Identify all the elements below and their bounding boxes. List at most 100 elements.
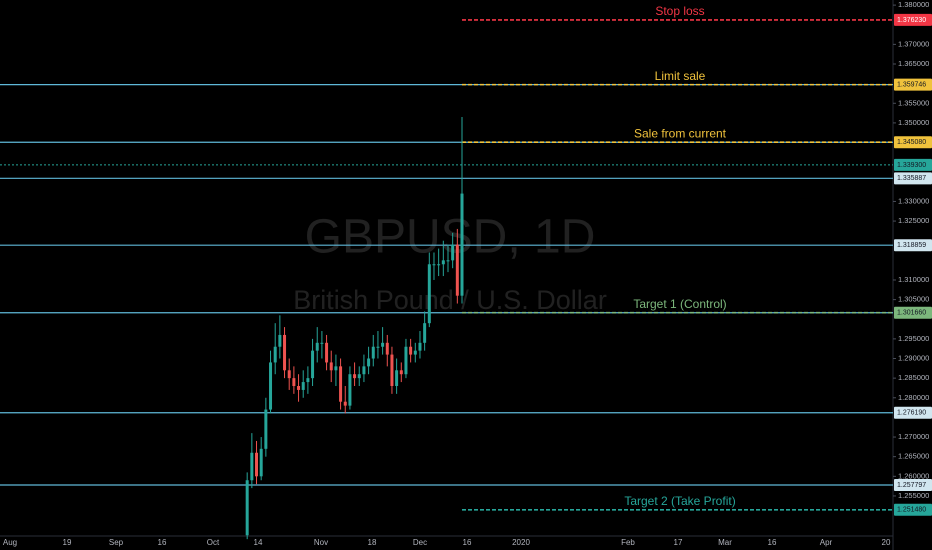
candle-body [297,385,301,390]
price-box [894,478,932,491]
candle-body [409,346,413,355]
candle-body [390,354,394,386]
candle-body [357,374,361,379]
candle-body [427,264,431,324]
watermark-subtitle: British Pound / U.S. Dollar [293,285,607,315]
candle-body [455,244,459,296]
level-label: Sale from current [634,126,727,140]
candle-body [269,362,273,410]
y-tick-label: 1.365000 [898,59,929,68]
x-tick-label: Sep [109,538,124,547]
candle-body [334,366,338,371]
y-tick-label: 1.255000 [898,491,929,500]
levels: Stop loss 1.376230 Limit sale 1.359746 Sale … [0,4,932,516]
candle-body [348,374,352,406]
candle-body [320,342,324,344]
candle-body [446,260,450,262]
candle-body [287,370,291,379]
candle-body [395,370,399,386]
candles [245,117,464,540]
candle-body [264,409,268,449]
price-box [894,406,932,419]
watermark: GBPUSD, 1D British Pound / U.S. Dollar [293,211,607,315]
y-tick-label: 1.280000 [898,393,929,402]
candle-body [413,350,417,355]
candle-body [329,362,333,371]
candle-body [437,264,441,266]
price-box [894,306,932,319]
x-tick-label: 16 [768,538,777,547]
price-box [894,239,932,252]
candle-body [255,452,259,477]
y-tick-label: 1.305000 [898,295,929,304]
price-box-label: 1.257797 [897,482,926,489]
candle-body [339,366,343,402]
price-box-label: 1.359746 [897,81,926,88]
candle-body [325,342,329,363]
price-box [894,136,932,149]
price-box-label: 1.251480 [897,507,926,514]
candle-body [250,452,254,481]
candle-body [306,378,310,383]
candle-body [451,244,455,261]
candle-body [441,260,445,265]
x-tick-label: Oct [207,538,220,547]
x-tick-label: 16 [463,538,472,547]
candle-body [399,370,403,375]
candle-body [292,378,296,386]
y-tick-label: 1.370000 [898,39,929,48]
x-tick-label: Feb [621,538,635,547]
candle-body [423,323,427,343]
candle-body [343,401,347,406]
price-box [894,13,932,26]
candle-body [376,346,380,348]
x-tick-label: 18 [368,538,377,547]
candle-body [404,346,408,375]
y-tick-label: 1.285000 [898,373,929,382]
candle-body [259,448,263,477]
price-box [894,158,932,171]
candle-body [283,334,287,371]
y-tick-label: 1.355000 [898,98,929,107]
x-tick-label: Mar [718,538,732,547]
level-label: Stop loss [655,4,704,18]
x-tick-label: Apr [820,538,833,547]
x-tick-label: Dec [413,538,427,547]
price-box [894,172,932,185]
price-box-label: 1.335887 [897,175,926,182]
price-box-label: 1.376230 [897,17,926,24]
candle-body [381,342,385,347]
level-label: Limit sale [655,69,706,83]
level-label: Target 1 (Control) [633,297,726,311]
price-box-label: 1.339300 [897,162,926,169]
candle-body [385,342,389,355]
candle-body [301,382,305,390]
candle-body [432,264,436,266]
x-tick-label: Nov [314,538,328,547]
price-box-label: 1.345080 [897,139,926,146]
price-box [894,503,932,516]
candle-body [245,480,249,536]
candle-body [273,346,277,363]
x-tick-label: Aug [3,538,17,547]
watermark-title: GBPUSD, 1D [305,211,596,264]
y-tick-label: 1.350000 [898,118,929,127]
x-tick-label: 2020 [512,538,530,547]
candle-body [315,342,319,351]
candle-body [460,193,464,296]
x-tick-label: 19 [63,538,72,547]
price-box-label: 1.318859 [897,242,926,249]
y-tick-label: 1.295000 [898,334,929,343]
x-tick-label: 16 [158,538,167,547]
price-box-label: 1.276190 [897,410,926,417]
x-tick-label: 20 [882,538,891,547]
y-tick-label: 1.260000 [898,471,929,480]
y-tick-label: 1.270000 [898,432,929,441]
candle-body [367,358,371,367]
candle-body [362,366,366,375]
y-tick-label: 1.380000 [898,0,929,9]
candle-body [311,350,315,379]
y-tick-label: 1.330000 [898,196,929,205]
